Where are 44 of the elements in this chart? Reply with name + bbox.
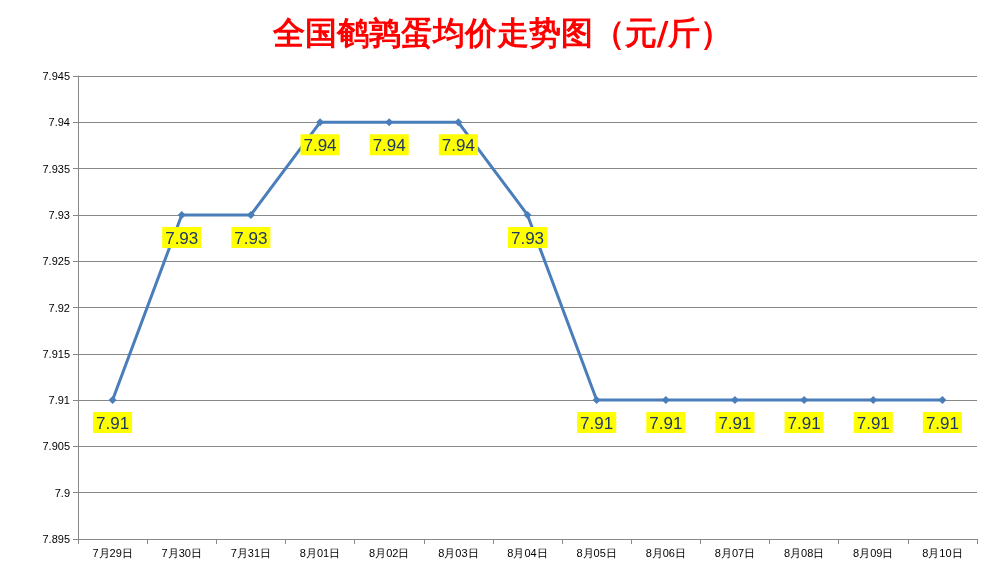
x-tick-label: 7月30日 (161, 546, 202, 559)
x-tick-label: 8月08日 (783, 546, 825, 559)
chart-title: 全国鹌鹑蛋均价走势图（元/斤） (271, 14, 733, 52)
x-tick-label: 7月31日 (230, 546, 272, 559)
x-tick-label: 8月02日 (369, 546, 410, 559)
x-tick-label: 7月29日 (92, 546, 133, 559)
data-label: 7.91 (96, 414, 130, 434)
data-label: 7.91 (787, 414, 821, 434)
point (108, 396, 117, 405)
y-tick-label: 7.925 (42, 255, 70, 268)
point (523, 210, 532, 219)
y-tick-label: 7.9 (54, 486, 70, 499)
y-tick-label: 7.94 (48, 116, 70, 129)
point (177, 210, 186, 219)
data-label: 7.91 (925, 414, 959, 434)
x-tick-label: 8月09日 (853, 546, 894, 559)
point (592, 396, 601, 405)
x-tick-label: 8月01日 (299, 546, 341, 559)
y-tick-label: 7.91 (48, 394, 70, 407)
point (454, 118, 463, 127)
data-label: 7.94 (372, 136, 406, 156)
x-tick-label: 8月05日 (576, 546, 617, 559)
y-tick-label: 7.915 (42, 347, 70, 360)
x-tick-label: 8月03日 (438, 546, 479, 559)
data-label: 7.94 (303, 136, 337, 156)
data-label: 7.93 (234, 228, 268, 248)
point (938, 396, 947, 405)
x-tick-label: 8月06日 (645, 546, 686, 559)
y-tick-label: 7.945 (42, 70, 70, 82)
y-tick-label: 7.93 (48, 208, 70, 221)
data-label: 7.91 (856, 414, 890, 434)
data-label: 7.93 (165, 228, 199, 248)
data-label: 7.91 (580, 414, 614, 434)
x-tick-label: 8月07日 (714, 546, 756, 559)
y-tick-label: 7.92 (48, 301, 70, 314)
x-tick-label: 8月10日 (922, 546, 963, 559)
y-tick-label: 7.895 (42, 533, 70, 545)
data-label: 7.93 (510, 228, 545, 248)
y-tick-label: 7.935 (42, 162, 70, 175)
data-label: 7.91 (718, 414, 752, 434)
y-tick-label: 7.905 (42, 440, 70, 453)
data-label: 7.94 (441, 136, 475, 156)
data-label: 7.91 (649, 414, 683, 434)
x-tick-label: 8月04日 (507, 546, 548, 559)
